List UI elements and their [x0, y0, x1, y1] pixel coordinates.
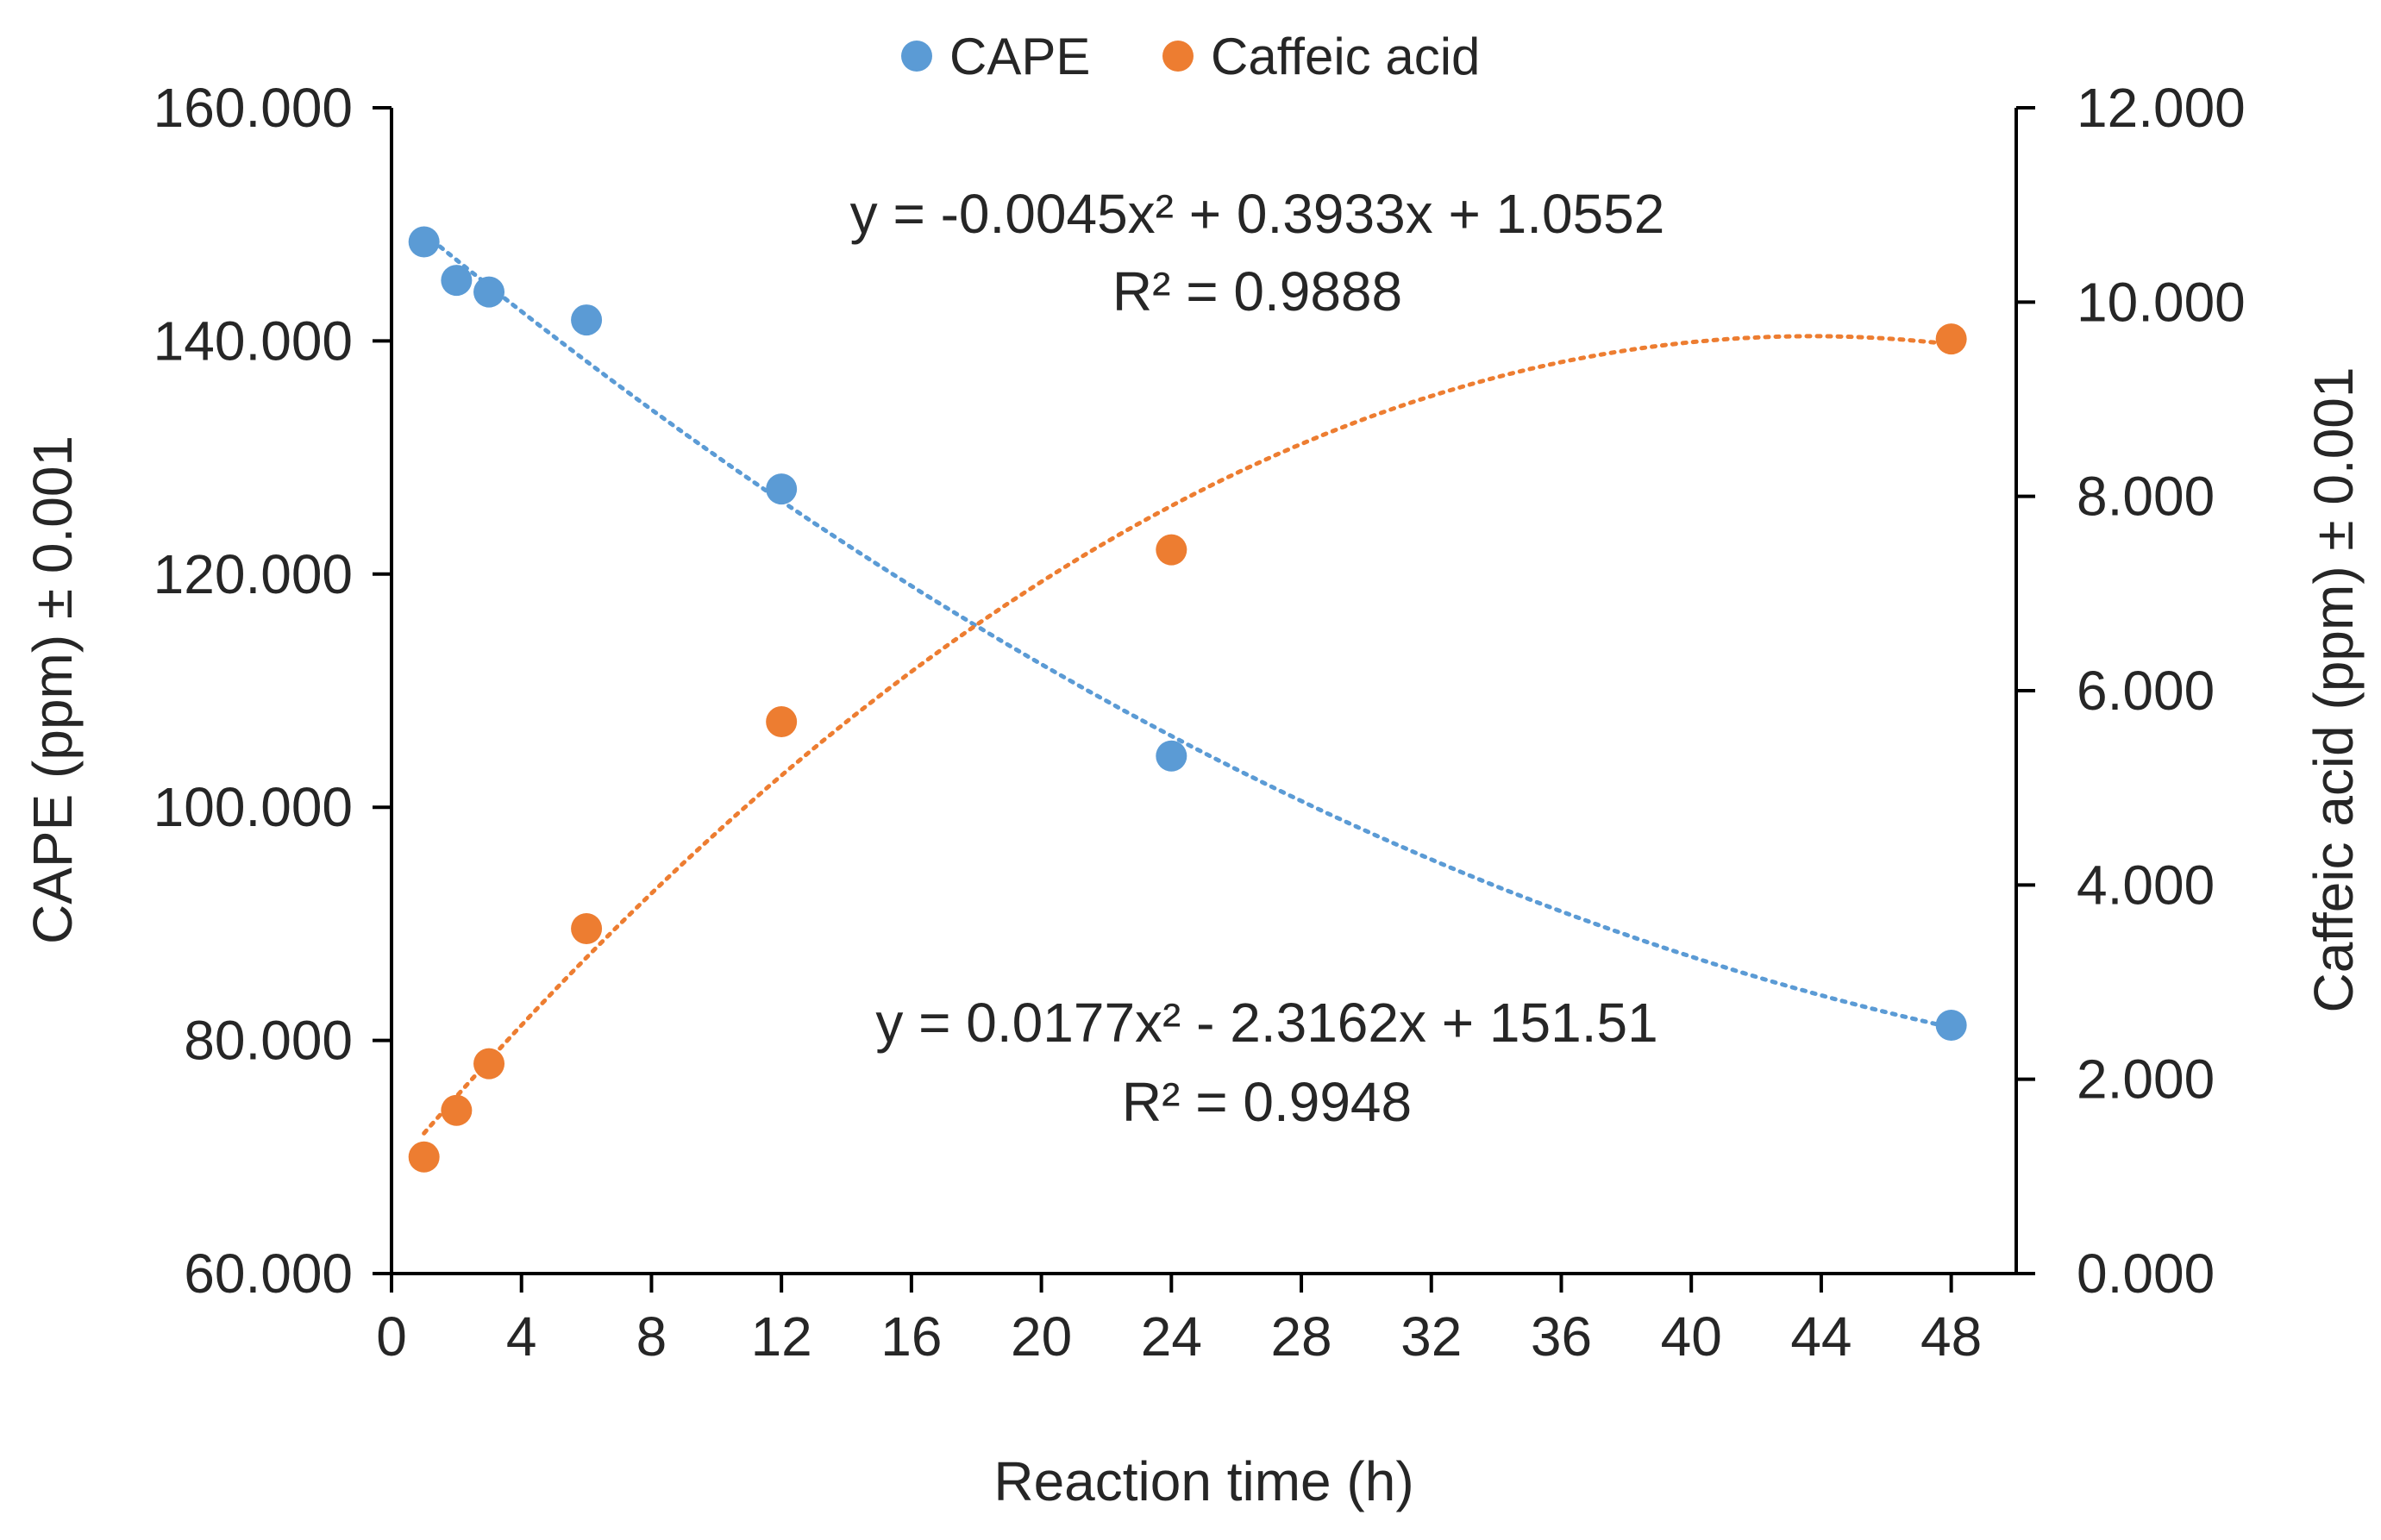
legend-marker-cape — [901, 41, 932, 72]
x-tick-label: 28 — [1270, 1305, 1331, 1368]
right-y-axis-ticks: 0.000 2.000 4.000 6.000 8.000 10.000 12.000 — [2016, 77, 2246, 1305]
y2-tick-label: 2.000 — [2077, 1049, 2215, 1111]
cape-equation-text: y = 0.0177x² - 2.3162x + 151.51 — [875, 992, 1657, 1054]
data-point-caffeic-acid — [571, 913, 603, 945]
x-tick-label: 44 — [1790, 1305, 1852, 1368]
x-tick-label: 16 — [880, 1305, 942, 1368]
data-points — [408, 226, 1967, 1173]
x-tick-label: 32 — [1400, 1305, 1462, 1368]
annotation-caffeic-equation: y = -0.0045x² + 0.3933x + 1.0552 R² = 0.… — [850, 183, 1665, 322]
x-tick-label: 36 — [1531, 1305, 1592, 1368]
data-point-cape — [408, 226, 440, 258]
x-tick-label: 0 — [376, 1305, 407, 1368]
y-tick-label: 120.000 — [154, 543, 353, 605]
data-point-caffeic-acid — [766, 706, 798, 738]
y2-tick-label: 12.000 — [2077, 77, 2246, 139]
x-tick-label: 8 — [636, 1305, 667, 1368]
data-point-cape — [441, 265, 473, 297]
data-point-cape — [571, 304, 603, 336]
legend-label-cape: CAPE — [949, 28, 1090, 85]
y-tick-label: 60.000 — [184, 1243, 353, 1305]
annotation-cape-equation: y = 0.0177x² - 2.3162x + 151.51 R² = 0.9… — [875, 992, 1657, 1133]
legend-label-caffeic: Caffeic acid — [1211, 28, 1480, 85]
legend: CAPE Caffeic acid — [901, 28, 1480, 85]
data-point-caffeic-acid — [1935, 323, 1967, 355]
trendline-caffeic-acid — [422, 334, 1954, 1136]
data-point-caffeic-acid — [441, 1094, 473, 1126]
data-point-cape — [766, 473, 798, 505]
x-tick-label: 48 — [1920, 1305, 1982, 1368]
x-axis-title: Reaction time (h) — [993, 1450, 1413, 1512]
trendline-cape — [422, 231, 1954, 1030]
data-point-cape — [1935, 1010, 1967, 1042]
x-tick-label: 20 — [1011, 1305, 1072, 1368]
data-point-caffeic-acid — [473, 1048, 505, 1080]
x-tick-label: 4 — [506, 1305, 537, 1368]
y2-tick-label: 4.000 — [2077, 854, 2215, 916]
y2-tick-label: 6.000 — [2077, 660, 2215, 722]
cape-r2-text: R² = 0.9948 — [1122, 1071, 1412, 1133]
y-tick-label: 80.000 — [184, 1010, 353, 1072]
left-y-axis-title: CAPE (ppm) ± 0.001 — [22, 435, 84, 944]
data-point-cape — [1156, 740, 1187, 772]
x-tick-label: 24 — [1141, 1305, 1202, 1368]
x-tick-label: 12 — [751, 1305, 812, 1368]
left-y-axis-ticks: 60.000 80.000 100.000 120.000 140.000 160.000 — [154, 77, 392, 1305]
trendlines — [422, 231, 1954, 1136]
data-point-cape — [473, 276, 505, 308]
data-point-caffeic-acid — [1156, 534, 1187, 566]
caffeic-r2-text: R² = 0.9888 — [1112, 260, 1402, 322]
caffeic-equation-text: y = -0.0045x² + 0.3933x + 1.0552 — [850, 183, 1665, 245]
y2-tick-label: 10.000 — [2077, 271, 2246, 333]
legend-marker-caffeic — [1162, 41, 1194, 72]
x-tick-label: 40 — [1661, 1305, 1722, 1368]
right-y-axis-title: Caffeic acid (ppm) ± 0.001 — [2303, 367, 2365, 1013]
y2-tick-label: 0.000 — [2077, 1243, 2215, 1305]
y-tick-label: 140.000 — [154, 310, 353, 372]
data-point-caffeic-acid — [408, 1141, 440, 1173]
x-axis-ticks: 0 4 8 12 16 20 24 28 32 36 40 44 48 — [376, 1274, 1982, 1368]
y2-tick-label: 8.000 — [2077, 466, 2215, 528]
y-tick-label: 160.000 — [154, 77, 353, 139]
y-tick-label: 100.000 — [154, 776, 353, 838]
